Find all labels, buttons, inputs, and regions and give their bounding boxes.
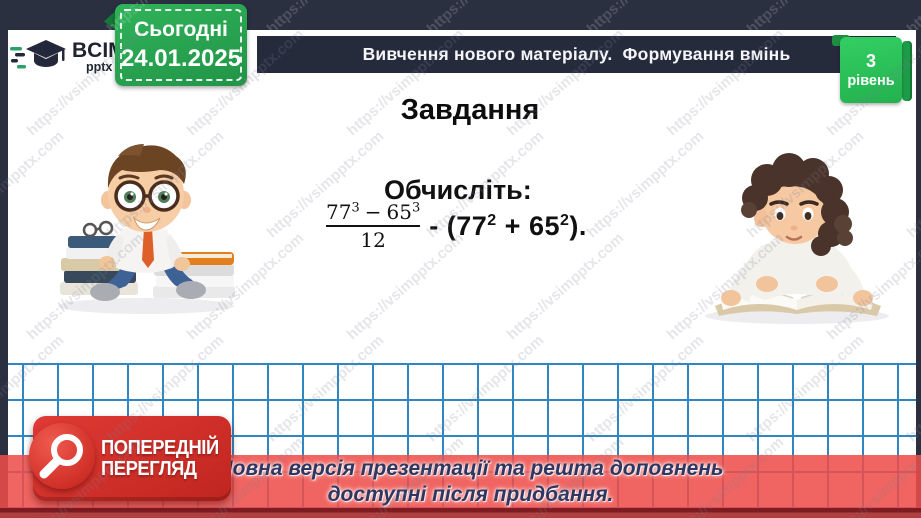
logo-subname: pptx <box>86 60 113 75</box>
num-exp-1: 3 <box>351 200 360 216</box>
magnifier-badge-circle <box>29 423 95 489</box>
fraction-numerator: 773−653 <box>326 201 420 223</box>
lesson-type-banner: Вивчення нового матеріалу. Формування вм… <box>257 36 896 73</box>
date-badge-label: Сьогодні <box>134 17 228 41</box>
bottom-border <box>0 508 921 518</box>
fraction-bar <box>326 225 421 227</box>
purchase-notice-line2: доступні після придбання. <box>327 483 614 506</box>
girl-reading-illustration <box>705 153 889 324</box>
num-term-1: 77 <box>326 200 352 224</box>
preview-label-line2: ПЕРЕГЛЯД <box>101 457 197 480</box>
preview-badge[interactable]: ПОПЕРЕДНІЙ ПЕРЕГЛЯД <box>29 416 231 501</box>
date-badge-value: 24.01.2025 <box>120 44 242 72</box>
preview-label-line1: ПОПЕРЕДНІЙ <box>101 436 219 459</box>
slide-title: Завдання <box>400 94 540 126</box>
math-expression: 773−653 12 - (772 + 652). <box>326 201 587 251</box>
magnifier-icon <box>39 434 83 479</box>
tail-part-2: + 65 <box>496 210 560 241</box>
purchase-notice: Повна версія презентації та решта доповн… <box>0 453 921 511</box>
fraction: 773−653 12 <box>326 201 421 252</box>
num-exp-2: 3 <box>411 200 421 216</box>
level-label: рівень <box>847 73 895 89</box>
level-badge: 3 рівень <box>832 33 912 104</box>
fraction-denominator: 12 <box>360 228 386 252</box>
task-prompt: Обчисліть: <box>384 175 532 205</box>
boy-student-illustration <box>58 144 235 314</box>
purchase-notice-line1: Повна версія презентації та решта доповн… <box>217 457 724 480</box>
lesson-type-text: Вивчення нового матеріалу. Формування вм… <box>362 44 791 64</box>
level-number: 3 <box>865 51 876 71</box>
expression-tail: - (772 + 652). <box>429 211 587 242</box>
logo-name: BCIM <box>72 39 126 63</box>
tail-part-3: ). <box>569 210 587 241</box>
tail-exp-2: 2 <box>559 211 570 229</box>
graduation-cap-icon <box>10 40 66 69</box>
num-term-2: 65 <box>386 200 412 224</box>
vsim-logo: BCIM pptx <box>10 38 126 76</box>
scroll-curl-right <box>902 41 912 101</box>
level-badge-body: 3 рівень <box>840 37 902 103</box>
tail-part-1: - (77 <box>429 210 488 241</box>
date-badge: Сьогодні 24.01.2025 <box>115 4 247 86</box>
tail-exp-1: 2 <box>487 211 497 229</box>
num-operator: − <box>364 200 382 224</box>
